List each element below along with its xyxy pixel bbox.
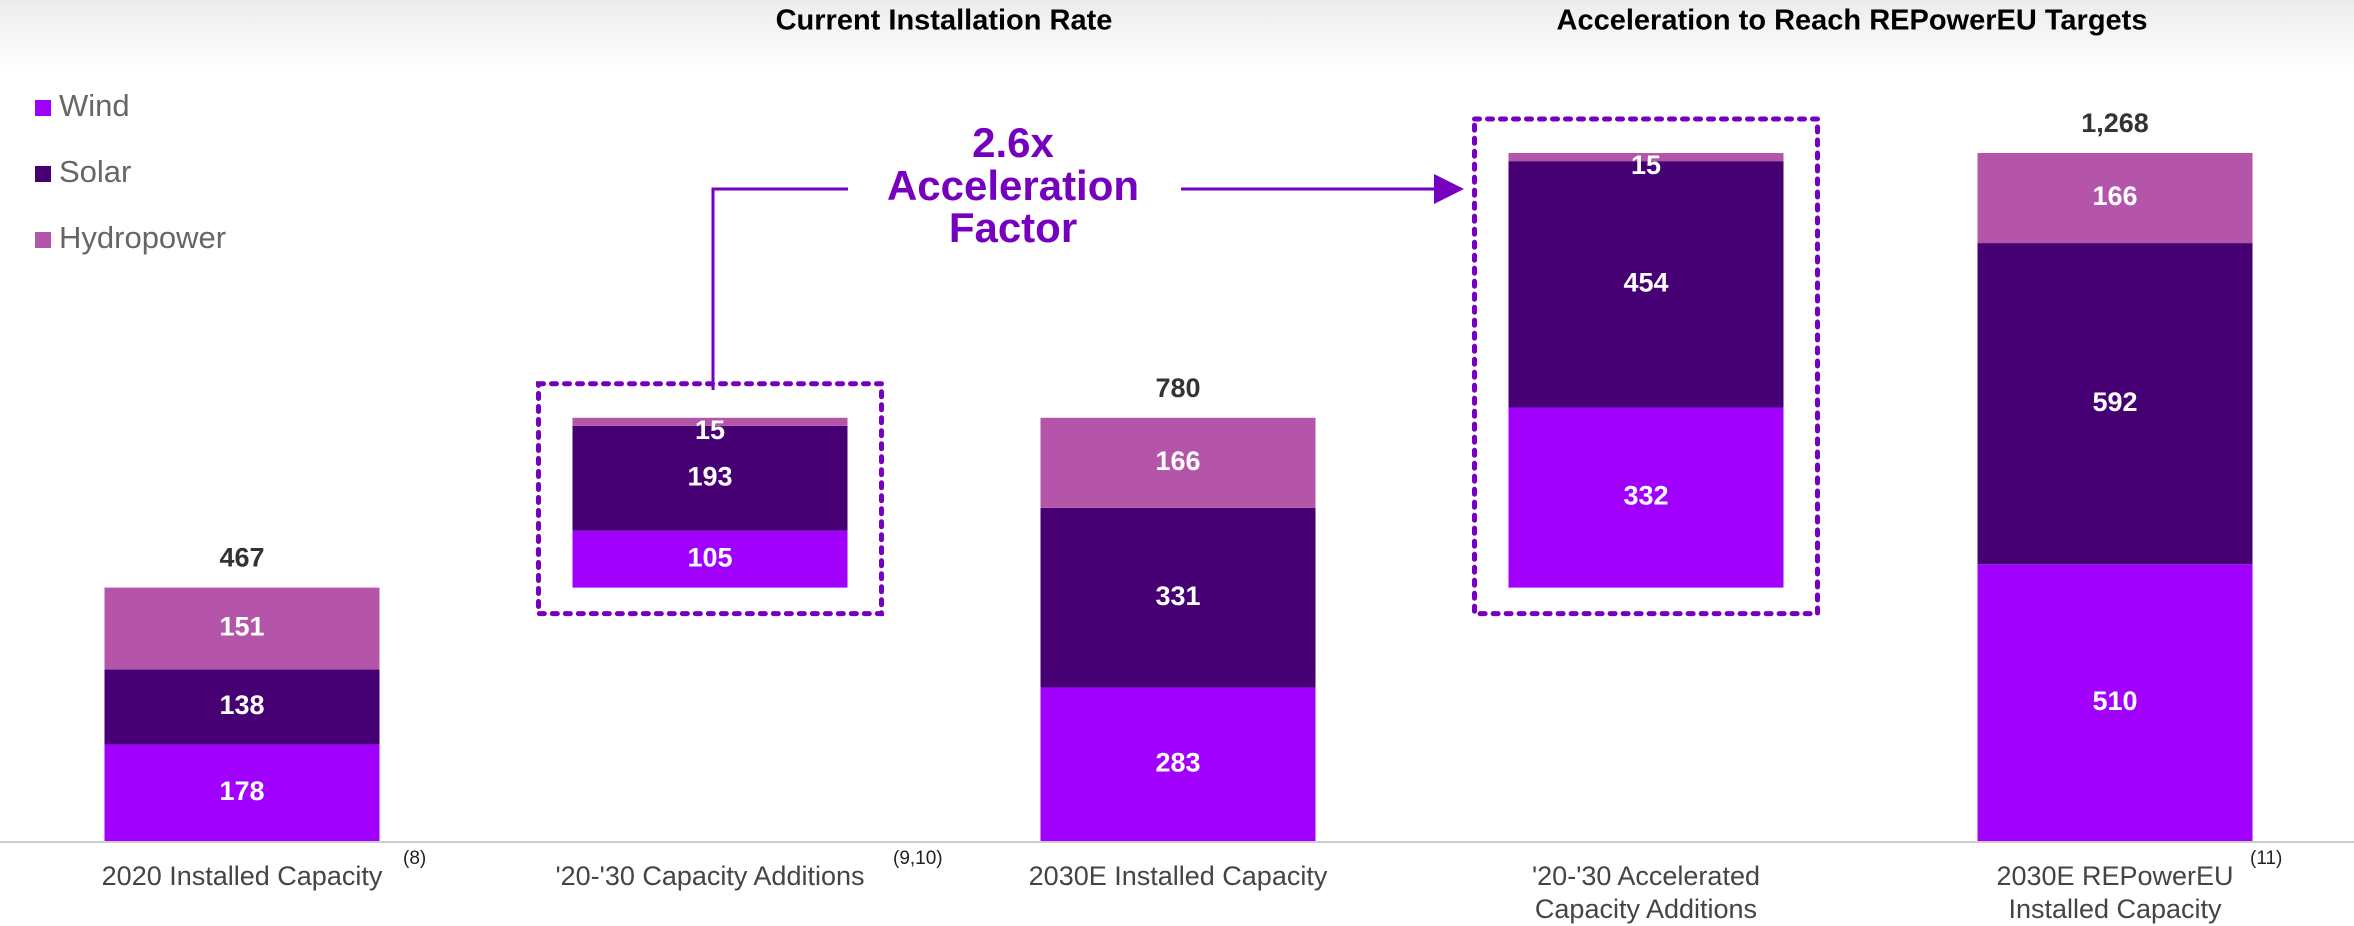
bar-segment — [572, 417, 848, 426]
group-header: Acceleration to Reach REPowerEU Targets — [1557, 5, 2148, 37]
segment-label: 166 — [2092, 181, 2137, 211]
total-label: 467 — [219, 543, 264, 573]
segment-label: 510 — [2092, 686, 2137, 716]
connector — [711, 187, 848, 390]
bar-segment — [1040, 687, 1316, 841]
legend-swatch — [35, 100, 51, 116]
segment-label: 166 — [1155, 446, 1200, 476]
annotation-line: Factor — [949, 204, 1077, 251]
annotation: 2.6x Acceleration Factor — [887, 119, 1139, 251]
total-label: 780 — [1155, 373, 1200, 403]
segment-label: 105 — [687, 542, 732, 572]
bar-segment — [1977, 564, 2253, 841]
segment-label: 454 — [1623, 267, 1668, 297]
segment-label: 331 — [1155, 581, 1200, 611]
bar-segment — [1508, 161, 1784, 408]
bar-segment — [1977, 243, 2253, 565]
legend-swatch — [35, 166, 51, 182]
bar-segment — [1040, 417, 1316, 508]
segment-label: 332 — [1623, 481, 1668, 511]
x-tick-label: 2030E Installed Capacity — [1028, 861, 1328, 891]
footnote: (8) — [403, 848, 427, 869]
x-tick-label: '20-'30 Capacity Additions — [555, 861, 865, 891]
annotation-line: Acceleration — [887, 162, 1139, 209]
group-header: Current Installation Rate — [776, 5, 1113, 37]
total-label: 1,268 — [2081, 108, 2149, 138]
segment-label: 283 — [1155, 747, 1200, 777]
segment-label: 178 — [219, 776, 264, 806]
footnote: (9,10) — [893, 848, 943, 869]
footnote: (11) — [2250, 848, 2283, 869]
x-tick-label: 2030E REPowerEU Installed Capacity — [1996, 861, 2234, 924]
legend-label: Hydropower — [59, 220, 226, 255]
segment-label: 193 — [687, 461, 732, 491]
legend-swatch — [35, 232, 51, 248]
legend-label: Wind — [59, 88, 130, 123]
bar-segment — [104, 587, 380, 670]
segment-label: 592 — [2092, 387, 2137, 417]
dotted-box — [536, 381, 884, 617]
bar-segment — [1508, 153, 1784, 162]
bar-segment — [1040, 507, 1316, 688]
bar-segment — [572, 425, 848, 531]
segment-label: 138 — [219, 690, 264, 720]
annotation-line: 2.6x — [972, 119, 1054, 166]
header-band — [0, 0, 2354, 70]
bar-segment — [1977, 153, 2253, 244]
bar-segment — [1508, 407, 1784, 588]
dotted-box — [1472, 116, 1820, 617]
bar-segment — [104, 744, 380, 841]
segment-label: 15 — [1631, 150, 1661, 180]
bar-segment — [572, 530, 848, 588]
x-tick-label: 2020 Installed Capacity — [101, 861, 383, 891]
x-tick-label: '20-'30 Accelerated Capacity Additions — [1532, 861, 1760, 924]
segment-label: 15 — [695, 415, 725, 445]
bar-segment — [104, 669, 380, 745]
legend-label: Solar — [59, 154, 131, 189]
segment-label: 151 — [219, 612, 264, 642]
